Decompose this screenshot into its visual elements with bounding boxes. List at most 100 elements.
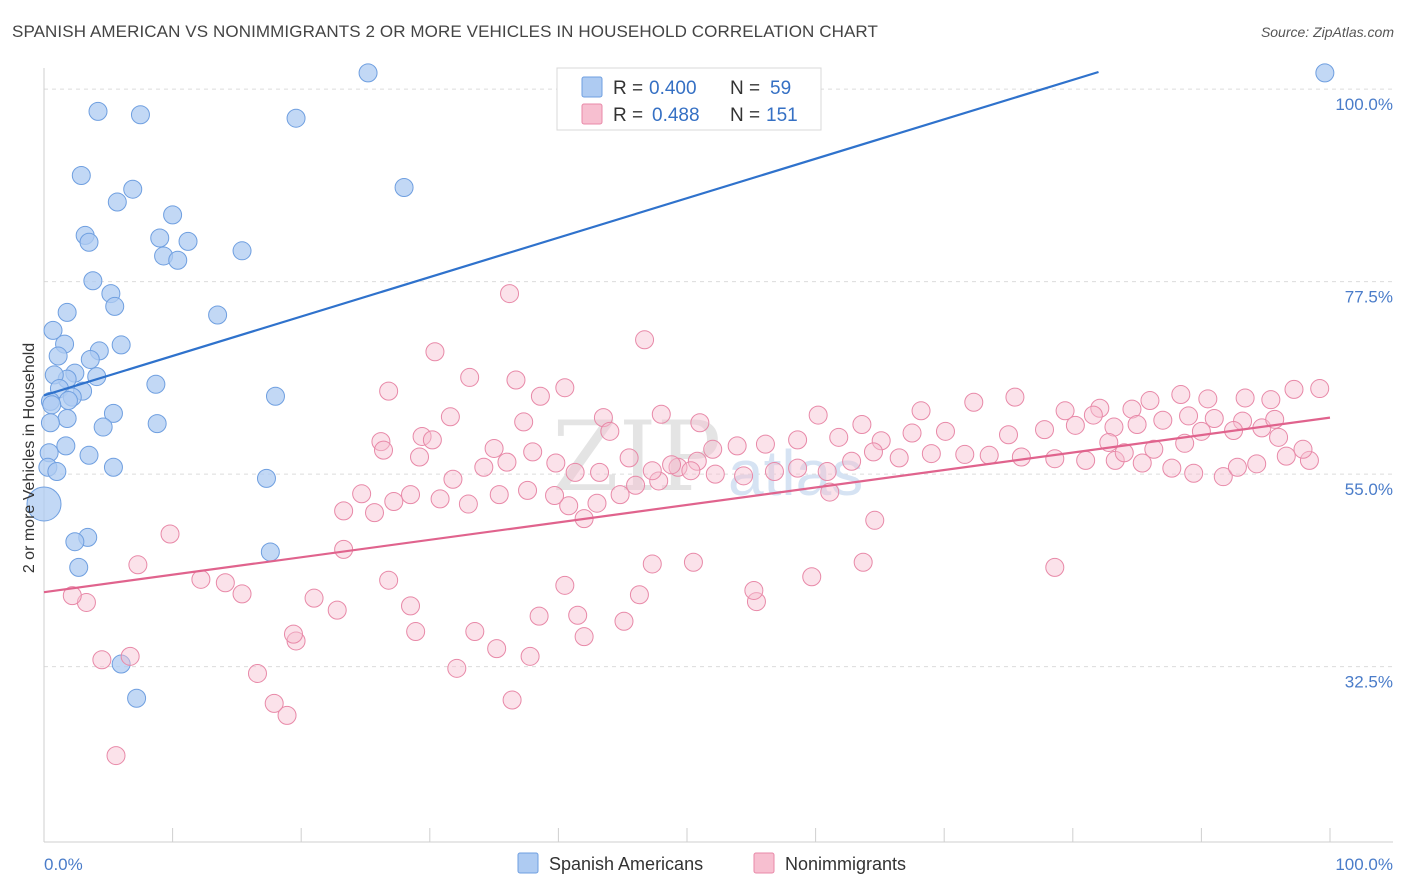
data-point bbox=[1045, 449, 1065, 469]
bottom-legend: Spanish Americans Nonimmigrants bbox=[517, 852, 906, 874]
data-point bbox=[820, 482, 840, 502]
source-label: Source: ZipAtlas.com bbox=[1260, 24, 1394, 40]
data-point bbox=[1198, 389, 1218, 409]
y-tick-label: 77.5% bbox=[1345, 288, 1393, 307]
data-point bbox=[755, 434, 775, 454]
data-point bbox=[374, 440, 394, 460]
data-point bbox=[26, 486, 62, 522]
data-point bbox=[614, 611, 634, 631]
data-point bbox=[474, 457, 494, 477]
data-point bbox=[215, 573, 235, 593]
data-point bbox=[79, 445, 99, 465]
data-point bbox=[111, 335, 131, 355]
legend-n-label: N = bbox=[730, 78, 760, 99]
data-point bbox=[651, 404, 671, 424]
data-point bbox=[999, 425, 1018, 445]
data-point bbox=[802, 567, 822, 587]
data-point bbox=[232, 584, 252, 604]
data-point bbox=[160, 524, 180, 544]
data-point bbox=[523, 442, 543, 462]
data-point bbox=[642, 554, 662, 574]
data-point bbox=[626, 475, 646, 495]
data-point bbox=[56, 436, 76, 456]
data-point bbox=[1247, 454, 1267, 474]
data-point bbox=[120, 646, 140, 666]
data-point bbox=[410, 447, 430, 467]
data-point bbox=[979, 445, 999, 465]
legend: R = 0.400 N = 59 R = 0.488 N = 151 bbox=[556, 67, 822, 131]
data-point bbox=[635, 330, 655, 350]
bottom-legend-label-spanish-americans: Spanish Americans bbox=[549, 854, 703, 874]
data-point bbox=[1122, 399, 1142, 419]
data-point bbox=[935, 421, 955, 441]
data-point bbox=[683, 552, 703, 572]
data-point bbox=[458, 494, 478, 514]
data-point bbox=[178, 231, 198, 251]
legend-r-value-spanish-americans: 0.400 bbox=[649, 78, 697, 99]
data-point bbox=[1213, 467, 1233, 487]
data-point bbox=[286, 108, 306, 128]
data-point bbox=[401, 596, 421, 616]
data-point bbox=[1076, 450, 1096, 470]
data-point bbox=[681, 461, 701, 481]
data-point bbox=[422, 430, 442, 450]
data-point bbox=[277, 705, 297, 725]
data-point bbox=[497, 452, 517, 472]
grid-lines bbox=[44, 88, 1393, 668]
data-point bbox=[334, 501, 354, 521]
data-point bbox=[1179, 406, 1199, 426]
legend-r-label: R = bbox=[613, 105, 643, 126]
legend-n-value-spanish-americans: 59 bbox=[770, 78, 791, 99]
data-point bbox=[1114, 443, 1134, 463]
data-point bbox=[69, 557, 89, 577]
data-point bbox=[817, 462, 837, 482]
data-point bbox=[629, 585, 649, 605]
data-point bbox=[600, 421, 620, 441]
data-point bbox=[425, 342, 445, 362]
data-point bbox=[727, 436, 747, 456]
data-point bbox=[530, 386, 550, 406]
data-point bbox=[484, 438, 504, 458]
data-point bbox=[406, 622, 426, 642]
data-point bbox=[619, 448, 639, 468]
data-point bbox=[1153, 410, 1173, 430]
data-point bbox=[440, 407, 460, 427]
data-point bbox=[80, 349, 100, 369]
y-axis-label: 2 or more Vehicles in Household bbox=[21, 343, 38, 573]
data-point bbox=[546, 453, 566, 473]
data-point bbox=[1310, 379, 1330, 399]
y-tick-labels: 32.5% 55.0% 77.5% 100.0% bbox=[1335, 95, 1393, 691]
data-point bbox=[489, 485, 509, 505]
data-point bbox=[107, 192, 127, 212]
data-point bbox=[1045, 557, 1065, 577]
data-point bbox=[518, 480, 538, 500]
data-point bbox=[829, 427, 849, 447]
data-point bbox=[128, 555, 148, 575]
data-point bbox=[247, 663, 267, 683]
y-tick-label: 55.0% bbox=[1345, 480, 1393, 499]
data-point bbox=[130, 105, 150, 125]
data-point bbox=[687, 451, 707, 471]
data-point bbox=[103, 457, 123, 477]
legend-swatch-nonimmigrants bbox=[581, 103, 603, 125]
data-point bbox=[574, 627, 594, 647]
data-point bbox=[92, 650, 112, 670]
data-point bbox=[1127, 414, 1147, 434]
data-point bbox=[191, 569, 211, 589]
data-point bbox=[1184, 463, 1204, 483]
legend-r-value-nonimmigrants: 0.488 bbox=[652, 105, 700, 126]
data-point bbox=[412, 426, 432, 446]
data-point bbox=[123, 179, 143, 199]
data-point bbox=[42, 395, 62, 415]
data-point bbox=[764, 462, 784, 482]
data-point bbox=[163, 205, 183, 225]
data-point bbox=[265, 386, 285, 406]
data-point bbox=[1144, 439, 1164, 459]
data-point bbox=[146, 374, 166, 394]
data-point bbox=[1083, 405, 1103, 425]
data-point bbox=[1011, 447, 1031, 467]
data-point bbox=[264, 693, 284, 713]
data-point bbox=[1261, 390, 1281, 410]
data-point bbox=[208, 305, 228, 325]
